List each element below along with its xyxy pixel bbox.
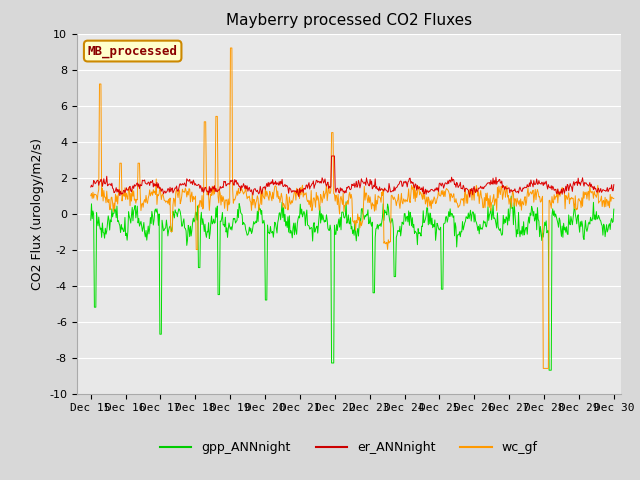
Title: Mayberry processed CO2 Fluxes: Mayberry processed CO2 Fluxes [226, 13, 472, 28]
Y-axis label: CO2 Flux (urology/m2/s): CO2 Flux (urology/m2/s) [31, 138, 44, 289]
Legend: gpp_ANNnight, er_ANNnight, wc_gf: gpp_ANNnight, er_ANNnight, wc_gf [155, 436, 543, 459]
Text: MB_processed: MB_processed [88, 44, 178, 58]
